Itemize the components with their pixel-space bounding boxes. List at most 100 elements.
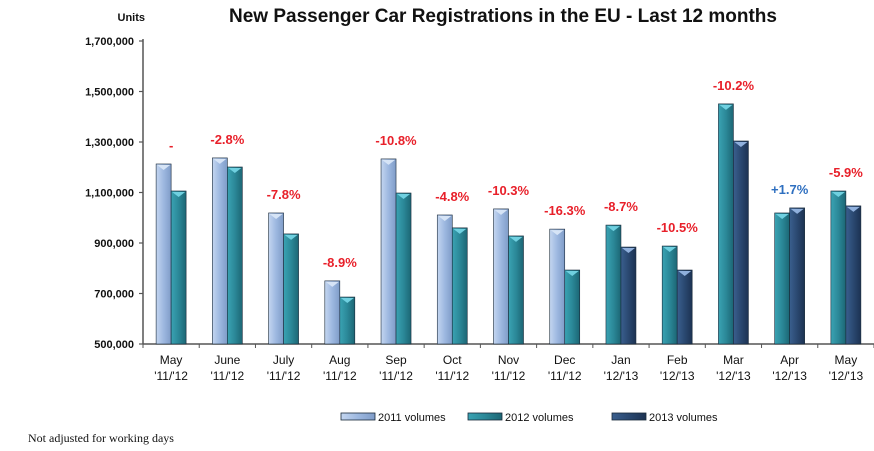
data-label: -16.3% [544,203,586,218]
bar-2012-volumes [170,190,187,345]
y-tick-label: 1,100,000 [85,188,134,200]
y-tick-label: 1,700,000 [85,36,134,48]
bar-2013-volumes [845,205,862,345]
x-tick-label-years: '11/'12 [548,369,582,383]
bar-cap [509,236,523,242]
bar-cap [663,247,677,253]
bar-cap [831,191,845,197]
x-tick-label-month: Aug [329,353,350,367]
data-label: -10.3% [488,183,530,198]
bar-cap [340,298,354,304]
bar-cap [565,271,579,277]
x-tick-label-month: Oct [443,353,462,367]
x-tick-label-month: Mar [723,353,744,367]
data-label: -5.9% [829,165,863,180]
x-tick-label-years: '11/'12 [323,369,357,383]
bar-2012-volumes [830,190,847,345]
legend-item: 2012 volumes [467,412,574,424]
bar-2012-volumes [283,233,299,345]
bar-2012-volumes [227,166,243,345]
x-tick-label-month: July [273,353,294,367]
bar-cap [382,159,396,165]
data-labels: - -2.8% -7.8% -8.9% -10.8% -4.8% -10.3% -16.3% -… [169,78,863,270]
bar-cap [397,194,411,200]
legend: 2011 volumes 2012 volumes 2013 volumes [340,412,718,424]
bar-cap [621,248,635,254]
data-label: -8.9% [323,255,357,270]
bar-cap [734,141,748,147]
bar-2011-volumes [324,280,341,345]
bar-2013-volumes [733,140,749,345]
bar-2012-volumes [508,235,524,345]
bar-2011-volumes [212,157,228,345]
x-tick-label-years: '11/'12 [435,369,469,383]
x-tick-label-month: Nov [498,353,519,367]
y-tick-label: 700,000 [94,289,134,301]
data-label: -10.2% [713,78,755,93]
x-tick-label-years: '11/'12 [154,369,188,383]
y-axis-label: Units [118,12,146,24]
bar-cap [228,167,242,173]
bar-cap [172,191,186,197]
bar-cap [790,208,804,214]
data-label: - [169,138,173,153]
chart-title: New Passenger Car Registrations in the E… [229,6,777,27]
data-label: -4.8% [435,189,469,204]
y-tick-label: 500,000 [94,339,134,351]
bar-2013-volumes [620,246,637,345]
bar-2012-volumes [718,103,734,345]
x-tick-label-years: '12/'13 [660,369,695,383]
x-tick-label-years: '11/'12 [210,369,244,383]
x-tick-label-years: '11/'12 [379,369,413,383]
x-tick-label-years: '12/'13 [772,369,807,383]
legend-label: 2011 volumes [378,412,446,424]
data-label: -10.5% [657,220,699,235]
x-tick-label-years: '11/'12 [267,369,301,383]
x-tick-label-month: June [214,353,240,367]
x-tick-label-month: Feb [667,353,688,367]
bar-cap [438,215,452,221]
bar-cap [606,226,620,232]
bar-2013-volumes [676,269,693,345]
x-tick-label-years: '12/'13 [829,369,864,383]
legend-item: 2013 volumes [611,412,718,424]
bar-2011-volumes [436,214,453,345]
bar-2012-volumes [774,212,790,345]
bar-cap [846,206,860,212]
data-label: +1.7% [771,182,809,197]
bars [155,103,862,345]
y-tick-label: 900,000 [94,238,134,250]
legend-swatch [467,412,503,421]
bar-cap [213,158,227,164]
x-axis: May '11/'12 June '11/'12 July '11/'12 Aug '11/'… [142,343,874,383]
legend-swatch [611,412,647,421]
bar-cap [550,230,564,236]
bar-2012-volumes [395,192,412,345]
bar-2012-volumes [605,224,622,345]
bar-cap [678,271,692,277]
y-tick-label: 1,500,000 [85,87,134,99]
x-tick-label-month: Dec [554,353,575,367]
x-tick-label-month: May [835,353,858,367]
bar-2012-volumes [661,245,678,345]
bar-cap [157,164,171,170]
bar-2012-volumes [451,227,468,345]
footnote: Not adjusted for working days [28,431,174,445]
x-tick-label-years: '11/'12 [492,369,526,383]
x-tick-label-month: Jan [611,353,630,367]
bar-2011-volumes [493,208,509,345]
bar-cap [453,228,467,234]
x-tick-label-month: Apr [780,353,799,367]
bar-cap [269,213,283,219]
bar-2011-volumes [268,212,284,345]
x-tick-label-month: Sep [385,353,407,367]
bar-2012-volumes [564,269,581,345]
legend-item: 2011 volumes [340,412,446,424]
data-label: -2.8% [210,132,244,147]
legend-label: 2013 volumes [649,412,718,424]
bar-2011-volumes [549,228,566,345]
bar-2011-volumes [380,158,397,345]
x-tick-label-years: '12/'13 [716,369,751,383]
bar-cap [325,281,339,287]
